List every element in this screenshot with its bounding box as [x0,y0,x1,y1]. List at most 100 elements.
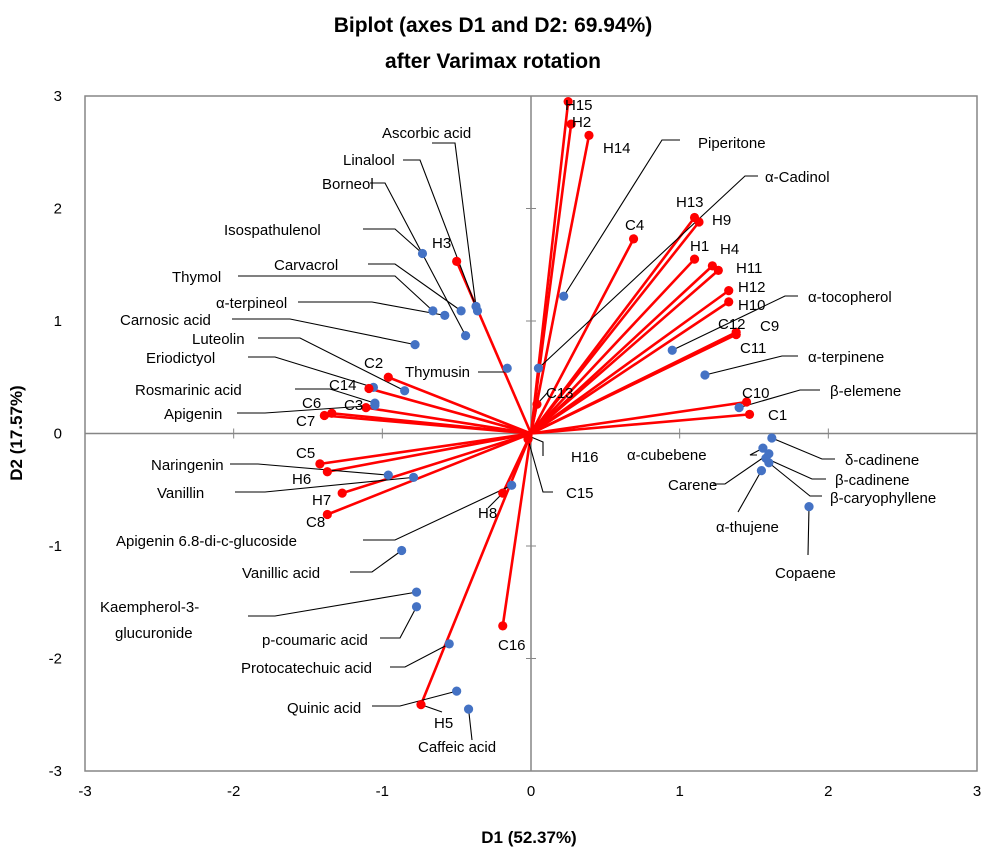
vector-c2 [387,376,532,435]
point-label-C12: C12 [718,316,746,333]
variable-point-thujene [756,466,767,476]
vector-h11 [530,269,720,435]
var-label-caffeic-acid: Caffeic acid [418,739,496,756]
var-label-ascorbic-acid: Ascorbic acid [382,125,471,142]
leader-line-terpinene [704,355,798,376]
var-label-beta-cadinene: β-cadinene [835,472,910,489]
point-label-H15: H15 [565,97,593,114]
leader-line-cadinene [765,457,826,480]
variable-point-borneol [460,331,471,341]
sample-point-h11 [713,265,723,275]
point-label-H14: H14 [603,140,631,157]
sample-point-h3 [452,256,462,266]
vector-h12 [530,289,730,435]
variable-point-caffeic-acid [463,704,474,714]
var-label-alpha-thujene: α-thujene [716,519,779,536]
x-tick-label: 1 [675,783,683,800]
point-label-C2: C2 [364,355,383,372]
var-label-eriodictyol: Eriodictyol [146,350,215,367]
point-label-C8: C8 [306,514,325,531]
variable-point-elemene [734,403,744,413]
variable-point-piperitone [559,291,569,301]
y-tick-label: 2 [54,201,62,218]
leader-line-cadinene [771,437,835,460]
leader-line-thujene [737,470,762,513]
point-label-C16: C16 [498,637,526,654]
x-tick-label: -2 [227,783,240,800]
var-label-alpha-cadinol: α-Cadinol [765,169,830,186]
vector-c1 [530,413,750,435]
chart-title-line-2: after Varimax rotation [385,50,601,73]
leader-line-apigenin [237,404,375,414]
leader-line-rosmarinic-acid [295,388,376,404]
variable-point-carnosic-acid [410,340,420,350]
vector-h9 [529,221,701,435]
var-label-alpha-terpineol: α-terpineol [216,295,287,312]
var-label-kaempherol-line-1: Kaempherol-3- [100,599,199,616]
point-label-C7: C7 [296,413,315,430]
vector-h1 [530,258,696,435]
y-axis-title: D2 (17.57%) [7,385,26,480]
point-label-C6: C6 [302,395,321,412]
leader-line-quinic-acid [372,690,457,707]
leader-line-protocatechuic-acid [390,643,450,668]
variable-point-cadinene [767,433,777,443]
point-label-C3: C3 [344,397,363,414]
leader-line-caffeic-acid [468,709,473,741]
sample-point-h2 [566,119,576,129]
leader-line-terpineol [298,301,445,316]
leader-line-thymol [238,275,434,312]
sample-point-c6 [327,408,337,418]
point-label-C9: C9 [760,318,779,335]
leader-line-piperitone [563,139,680,297]
variable-point-copaene [804,502,814,512]
point-label-C4: C4 [625,217,644,234]
variable-point-luteolin [400,386,410,396]
sample-point-c14 [364,383,374,394]
point-label-H6: H6 [292,471,311,488]
var-label-vanillin: Vanillin [157,485,204,502]
vector-h14 [529,135,591,434]
var-label-carene: Carene [668,477,717,494]
vector-c11 [530,333,737,435]
point-label-C13: C13 [546,385,574,402]
leader-line-copaene [807,506,810,556]
y-tick-label: 1 [54,313,62,330]
sample-point-c10 [741,397,752,407]
vector-c3 [365,406,532,435]
sample-point-c4 [628,234,639,244]
x-axis-title: D1 (52.37%) [481,828,576,847]
point-label-H10: H10 [738,297,766,314]
sample-point-c15 [523,434,533,444]
leader-line-eriodictyol [248,356,374,388]
var-label-apigenin: Apigenin [164,406,222,423]
var-label-vanillic-acid: Vanillic acid [242,565,320,582]
variable-point-caryophyllene [764,458,774,468]
variable-point-cubebene [758,443,768,453]
sample-point-c2 [383,372,393,382]
sample-point-c7 [319,410,329,421]
sample-point-h6 [322,467,332,477]
variable-point-terpinene [700,370,710,380]
point-label-H4: H4 [720,241,739,258]
point-label-H3: H3 [432,235,451,252]
var-label-alpha-cubebene: α-cubebene [627,447,707,464]
vector-c16 [501,433,533,627]
sample-point-h5 [416,700,426,710]
point-label-C15: C15 [566,485,594,502]
vector-h2 [529,123,573,434]
var-label-carnosic-acid: Carnosic acid [120,312,211,329]
var-label-quinic-acid: Quinic acid [287,700,361,717]
point-label-H2: H2 [572,114,591,131]
sample-point-c8 [322,509,332,520]
vector-c13 [529,403,539,434]
y-tick-label: -3 [49,763,62,780]
var-label-naringenin: Naringenin [151,457,224,474]
variable-point-protocatechuic-acid [444,639,454,649]
point-label-H1: H1 [690,238,709,255]
vector-c8 [326,432,532,516]
point-label-C1: C1 [768,407,787,424]
leader-line-carene [713,453,770,485]
var-label-alpha-terpinene: α-terpinene [808,349,884,366]
variable-point-quinic-acid [452,686,462,696]
